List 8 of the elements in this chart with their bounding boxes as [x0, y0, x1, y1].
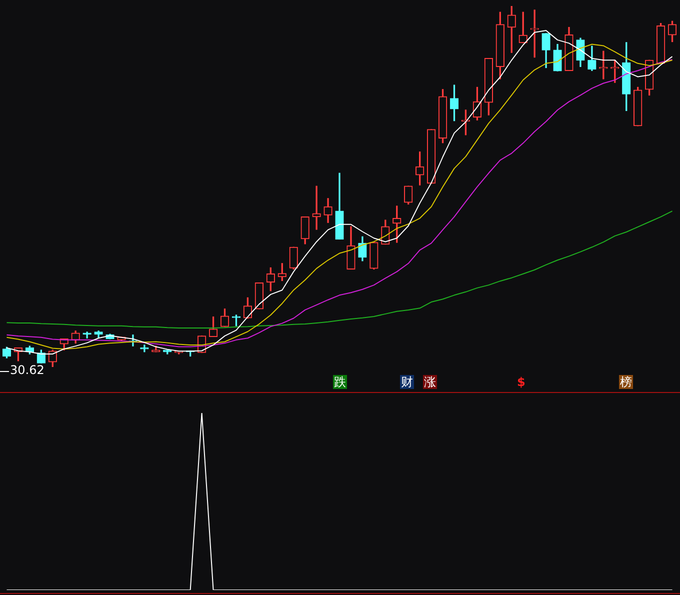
text: $	[516, 375, 526, 389]
text: 财	[400, 375, 414, 389]
text: 跌	[333, 375, 347, 389]
text: 涨	[423, 375, 437, 389]
candlestick	[312, 186, 321, 230]
annotation: 30.62	[10, 363, 44, 378]
text: 榜	[619, 375, 633, 389]
candlestick	[530, 10, 539, 58]
